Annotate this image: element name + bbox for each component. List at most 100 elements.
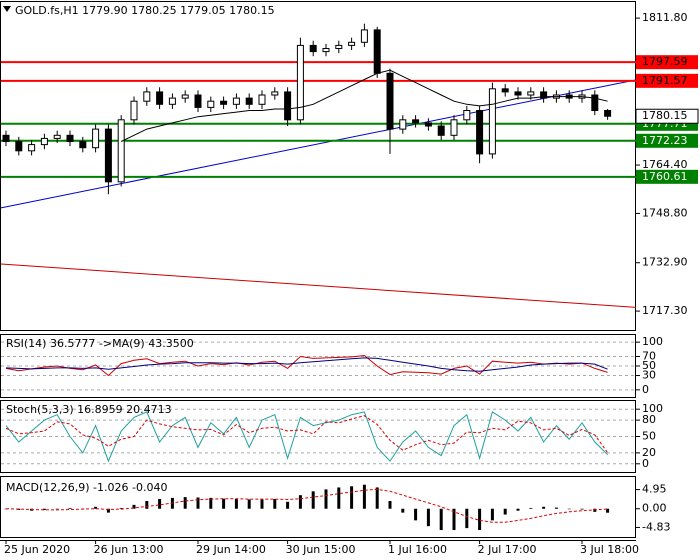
histogram-bar xyxy=(209,497,213,509)
y-tick-label: -4.83 xyxy=(642,520,670,533)
candle-body xyxy=(514,91,522,96)
level-label-box xyxy=(636,133,698,148)
candle-body xyxy=(117,119,125,183)
histogram-bar xyxy=(260,499,264,509)
candle-body xyxy=(40,137,48,146)
histogram-bar xyxy=(119,507,123,509)
histogram-bar xyxy=(554,507,558,509)
y-tick-label: 20 xyxy=(642,446,656,459)
level-label-box xyxy=(636,55,698,70)
histogram-bar xyxy=(183,497,187,509)
y-tick-label: 1717.30 xyxy=(642,304,688,317)
indicator-line xyxy=(5,357,608,372)
candle-body xyxy=(232,97,240,105)
histogram-bar xyxy=(362,484,366,509)
histogram-bar xyxy=(465,508,469,529)
indicator-line xyxy=(5,411,608,463)
y-tick-label: 1748.80 xyxy=(642,206,688,219)
histogram-bar xyxy=(158,499,162,509)
current-price-label: 1780.15 xyxy=(642,109,688,122)
candle-body xyxy=(296,44,304,121)
y-tick-label: 1732.90 xyxy=(642,256,688,269)
candle-body xyxy=(399,119,407,130)
candle-body xyxy=(527,91,535,96)
chart-title: GOLD.fs,H1 1779.90 1780.25 1779.05 1780.… xyxy=(15,4,275,17)
histogram-bar xyxy=(388,501,392,509)
histogram-bar xyxy=(324,489,328,509)
x-tick-label: 1 Jul 16:00 xyxy=(388,543,447,556)
candle-body xyxy=(28,144,36,152)
histogram-bar xyxy=(490,508,494,521)
y-tick-label: 4.95 xyxy=(642,483,667,496)
y-tick-label: 100 xyxy=(642,335,663,348)
trend-line xyxy=(0,79,637,209)
indicator-line xyxy=(5,354,608,377)
price-panel xyxy=(0,1,636,331)
moving-average xyxy=(120,69,608,142)
candle-body xyxy=(53,134,61,139)
candle-body xyxy=(591,94,599,112)
histogram-bar xyxy=(606,508,610,513)
histogram-bar xyxy=(375,487,379,509)
histogram-bar xyxy=(452,508,456,531)
candle-body xyxy=(271,91,279,96)
histogram-bar xyxy=(222,498,226,509)
histogram-bar xyxy=(414,508,418,521)
x-tick-label: 2 Jul 17:00 xyxy=(478,543,537,556)
candle-body xyxy=(373,29,381,74)
histogram-bar xyxy=(42,508,46,510)
candle-body xyxy=(15,141,23,152)
histogram-bar xyxy=(503,508,507,515)
candle-body xyxy=(92,128,100,149)
candle-body xyxy=(501,88,509,93)
histogram-bar xyxy=(106,508,110,513)
histogram-bar xyxy=(196,497,200,509)
histogram-bar xyxy=(145,501,149,509)
histogram-bar xyxy=(350,486,354,509)
candle-body xyxy=(437,125,445,136)
histogram-bar xyxy=(580,508,584,510)
indicator-title: Stoch(5,3,3) 16.8959 20.4713 xyxy=(6,403,172,416)
stoch-panel xyxy=(0,400,636,473)
x-tick-label: 25 Jun 2020 xyxy=(4,543,70,556)
histogram-bar xyxy=(273,499,277,509)
candle-body xyxy=(104,128,112,183)
histogram-bar xyxy=(247,499,251,509)
candle-body xyxy=(322,48,330,53)
macd-panel xyxy=(0,476,636,538)
candle-body xyxy=(181,94,189,99)
histogram-bar xyxy=(426,508,430,527)
candle-body xyxy=(66,134,74,143)
candle-body xyxy=(412,119,420,124)
x-tick-label: 26 Jun 13:00 xyxy=(94,543,164,556)
current-price-box xyxy=(635,108,699,124)
candle-body xyxy=(284,91,292,121)
y-tick-label: 0 xyxy=(642,383,649,396)
y-tick-label: 1764.40 xyxy=(642,158,688,171)
indicator-title: RSI(14) 36.5777 ->MA(9) 43.3500 xyxy=(6,337,194,350)
level-label-box xyxy=(636,169,698,184)
candle-body xyxy=(488,88,496,155)
level-label-box xyxy=(636,73,698,88)
histogram-bar xyxy=(298,495,302,509)
histogram-bar xyxy=(286,501,290,509)
histogram-bar xyxy=(311,491,315,509)
level-label: 1797.59 xyxy=(642,55,688,68)
y-tick-label: 0 xyxy=(642,457,649,470)
candle-body xyxy=(194,94,202,108)
histogram-bar xyxy=(401,508,405,513)
candle-body xyxy=(168,97,176,105)
histogram-bar xyxy=(55,508,59,510)
candle-body xyxy=(348,41,356,46)
histogram-bar xyxy=(516,508,520,511)
menu-icon[interactable] xyxy=(3,6,11,12)
candle-body xyxy=(130,100,138,121)
candle-body xyxy=(220,100,228,105)
candle-body xyxy=(2,134,10,143)
y-tick-label: 30 xyxy=(642,369,656,382)
candle-body xyxy=(335,44,343,50)
candle-body xyxy=(360,29,368,43)
y-tick-label: 70 xyxy=(642,349,656,362)
histogram-bar xyxy=(94,506,98,509)
